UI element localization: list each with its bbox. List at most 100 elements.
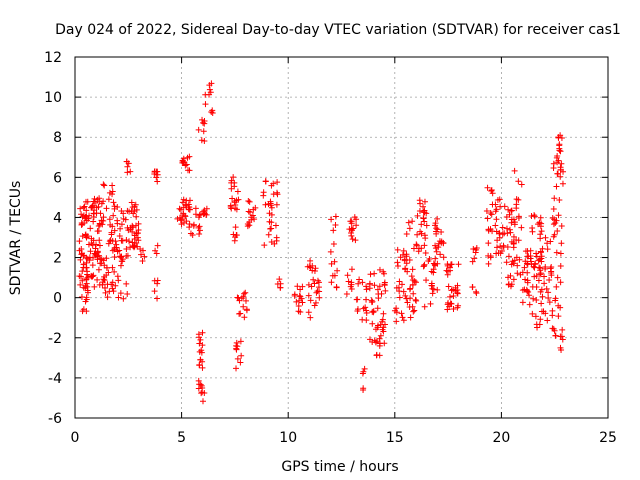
data-point xyxy=(371,270,378,277)
data-point xyxy=(83,217,90,224)
data-point xyxy=(394,263,401,270)
data-point xyxy=(398,310,405,317)
data-point xyxy=(373,351,380,358)
data-point xyxy=(131,235,138,242)
data-point xyxy=(116,247,123,254)
data-point xyxy=(196,348,203,355)
data-point xyxy=(413,279,420,286)
data-point xyxy=(432,245,439,252)
data-point xyxy=(552,295,559,302)
data-point xyxy=(124,252,131,259)
data-point xyxy=(206,86,213,93)
data-point xyxy=(309,262,316,269)
data-point xyxy=(230,174,237,181)
data-point xyxy=(330,227,337,234)
data-point xyxy=(268,219,275,226)
data-point xyxy=(503,213,510,220)
data-point xyxy=(421,242,428,249)
data-point xyxy=(104,281,111,288)
data-point xyxy=(423,277,430,284)
data-point xyxy=(369,320,376,327)
data-point xyxy=(554,228,561,235)
data-point xyxy=(83,294,90,301)
data-point xyxy=(118,221,125,228)
chart-title: Day 024 of 2022, Sidereal Day-to-day VTE… xyxy=(55,22,621,38)
data-point xyxy=(363,296,370,303)
data-point xyxy=(82,213,89,220)
data-point xyxy=(524,260,531,267)
data-point xyxy=(208,80,215,87)
data-point xyxy=(541,273,548,280)
y-tick-label: -4 xyxy=(48,371,62,387)
data-point xyxy=(362,304,369,311)
data-point xyxy=(101,273,108,280)
data-point xyxy=(529,310,536,317)
data-point xyxy=(485,252,492,259)
data-point xyxy=(368,299,375,306)
data-point xyxy=(399,281,406,288)
data-point xyxy=(119,237,126,244)
data-point xyxy=(311,280,318,287)
data-point xyxy=(109,182,116,189)
data-point xyxy=(529,224,536,231)
data-point xyxy=(438,229,445,236)
data-point xyxy=(513,237,520,244)
data-point xyxy=(84,198,91,205)
data-point xyxy=(557,166,564,173)
data-point xyxy=(485,240,492,247)
data-point xyxy=(230,231,237,238)
data-point xyxy=(394,259,401,266)
data-point xyxy=(473,290,480,297)
data-point xyxy=(533,297,540,304)
data-point xyxy=(558,135,565,142)
data-point xyxy=(106,216,113,223)
data-point xyxy=(558,240,565,247)
data-point xyxy=(446,303,453,310)
axis-ticks: 0 5 10 15 20 25 -6 -4 -2 0 2 4 6 8 10 12 xyxy=(44,50,617,446)
data-point xyxy=(361,365,368,372)
data-point xyxy=(274,179,281,186)
data-point xyxy=(505,281,512,288)
data-point xyxy=(508,208,515,215)
data-point xyxy=(109,188,116,195)
data-point xyxy=(77,273,84,280)
data-point xyxy=(262,201,269,208)
data-point xyxy=(372,339,379,346)
data-point xyxy=(89,203,96,210)
data-point xyxy=(261,242,268,249)
data-point xyxy=(202,101,209,108)
data-point xyxy=(507,272,514,279)
data-point xyxy=(91,195,98,202)
data-point xyxy=(89,273,96,280)
data-point xyxy=(415,245,422,252)
data-point xyxy=(406,225,413,232)
data-point xyxy=(139,257,146,264)
data-point xyxy=(85,289,92,296)
data-point xyxy=(542,265,549,272)
data-point xyxy=(418,230,425,237)
data-point xyxy=(354,306,361,313)
data-point xyxy=(297,293,304,300)
data-point xyxy=(307,314,314,321)
data-point xyxy=(455,261,462,268)
data-point xyxy=(525,253,532,260)
data-point xyxy=(377,332,384,339)
data-point xyxy=(78,245,85,252)
data-point xyxy=(200,208,207,215)
data-point xyxy=(519,299,526,306)
data-point xyxy=(93,204,100,211)
data-point xyxy=(510,216,517,223)
data-point xyxy=(530,295,537,302)
data-point xyxy=(505,206,512,213)
data-point xyxy=(544,240,551,247)
x-tick-label: 20 xyxy=(492,430,510,446)
data-point xyxy=(201,137,208,144)
data-point xyxy=(408,273,415,280)
data-point xyxy=(406,303,413,310)
data-point xyxy=(79,233,86,240)
data-point xyxy=(227,204,234,211)
data-point xyxy=(525,289,532,296)
data-point xyxy=(422,250,429,257)
data-point xyxy=(533,283,540,290)
data-point xyxy=(494,237,501,244)
